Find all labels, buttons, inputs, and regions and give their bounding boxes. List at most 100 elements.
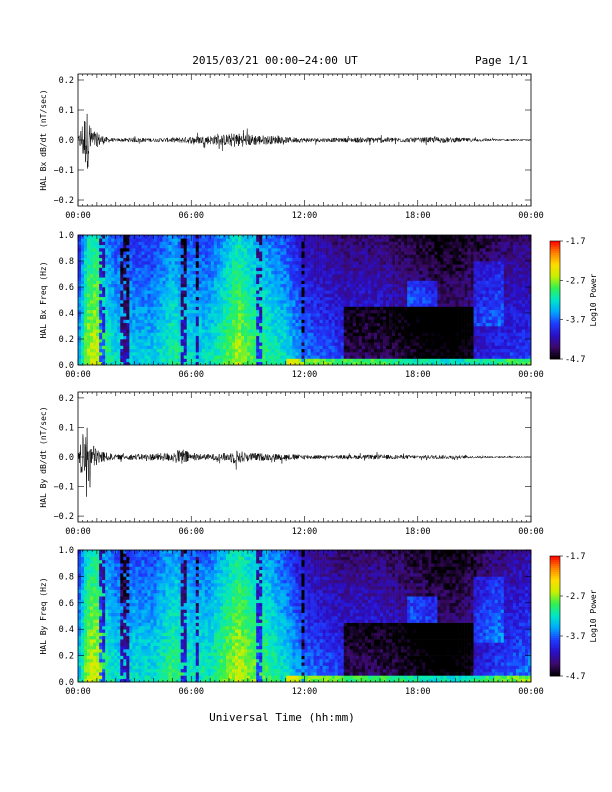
spectrogram-cell — [129, 322, 133, 327]
spectrogram-cell — [419, 241, 423, 246]
spectrogram-cell — [78, 303, 82, 307]
spectrogram-cell — [186, 322, 191, 327]
spectrogram-cell — [207, 296, 212, 301]
spectrogram-cell — [81, 277, 85, 281]
spectrogram-cell — [204, 335, 209, 340]
spectrogram-cell — [313, 277, 317, 281]
spectrogram-cell — [189, 339, 194, 343]
spectrogram-cell — [277, 274, 281, 278]
spectrogram-cell — [241, 293, 245, 298]
spectrogram-cell — [319, 339, 323, 343]
spectrogram-cell — [235, 248, 239, 252]
spectrogram-cell — [156, 339, 160, 343]
spectrogram-cell — [183, 241, 188, 246]
spectrogram-cell — [331, 342, 335, 346]
spectrogram-cell — [204, 270, 209, 275]
spectrogram-cell — [358, 293, 363, 298]
spectrogram-cell — [364, 293, 369, 298]
spectrogram-cell — [147, 300, 151, 304]
spectrogram-cell — [259, 251, 263, 255]
page-number: Page 1/1 — [475, 54, 528, 67]
spectrogram-cell — [232, 335, 236, 340]
spectrogram-cell — [422, 270, 426, 275]
spectrogram-cell — [337, 345, 342, 350]
spectrogram-cell — [262, 326, 266, 330]
spectrogram-cell — [422, 261, 426, 265]
spectrogram-cell — [189, 248, 194, 252]
spectrogram-cell — [192, 345, 197, 350]
spectrogram-cell — [171, 352, 175, 356]
spectrogram-cell — [135, 293, 139, 298]
spectrogram-cell — [404, 303, 408, 307]
spectrogram-cell — [229, 300, 233, 304]
spectrogram-cell — [322, 251, 326, 255]
spectrogram-cell — [343, 316, 348, 320]
spectrogram-cell — [304, 306, 308, 311]
spectrogram-cell — [99, 267, 103, 272]
spectrogram-cell — [322, 254, 326, 259]
spectrogram-cell — [108, 293, 112, 298]
spectrogram-cell — [425, 280, 429, 285]
spectrogram-cell — [425, 238, 429, 242]
spectrogram-cell — [132, 290, 136, 294]
spectrogram-cell — [168, 300, 172, 304]
spectrogram-cell — [361, 316, 366, 320]
spectrogram-cell — [280, 290, 284, 294]
spectrogram-cell — [428, 238, 432, 242]
spectrogram-cell — [352, 235, 357, 239]
spectrogram-cell — [186, 348, 191, 353]
spectrogram-cell — [262, 339, 266, 343]
spectrogram-cell — [370, 257, 375, 262]
spectrogram-cell — [186, 267, 191, 272]
spectrogram-cell — [120, 290, 124, 294]
spectrogram-cell — [259, 361, 263, 366]
spectrogram-cell — [259, 348, 263, 353]
spectrogram-cell — [367, 287, 372, 291]
spectrogram-cell — [373, 348, 378, 353]
spectrogram-cell — [292, 313, 296, 317]
spectrogram-cell — [376, 303, 381, 307]
spectrogram-cell — [117, 309, 121, 314]
spectrogram-cell — [219, 254, 224, 259]
spectrogram-cell — [383, 277, 387, 281]
spectrogram-cell — [108, 332, 112, 337]
spectrogram-cell — [84, 290, 88, 294]
spectrogram-cell — [186, 335, 191, 340]
spectrogram-cell — [410, 319, 414, 324]
spectrogram-cell — [422, 322, 426, 327]
spectrogram-cell — [171, 309, 175, 314]
spectrogram-cell — [247, 358, 251, 363]
spectrogram-cell — [431, 241, 435, 246]
spectrogram-cell — [171, 293, 175, 298]
spectrogram-cell — [156, 283, 160, 288]
spectrogram-cell — [322, 355, 326, 359]
spectrogram-cell — [198, 244, 203, 249]
spectrogram-cell — [398, 270, 402, 275]
spectrogram-cell — [84, 264, 88, 268]
spectrogram-cell — [216, 241, 221, 246]
spectrogram-cell — [386, 267, 390, 272]
spectrogram-cell — [132, 287, 136, 291]
spectrogram-cell — [96, 309, 100, 314]
spectrogram-cell — [361, 342, 366, 346]
spectrogram-cell — [386, 355, 390, 359]
spectrogram-cell — [386, 300, 390, 304]
spectrogram-cell — [346, 293, 351, 298]
spectrogram-cell — [150, 296, 154, 301]
spectrogram-cell — [349, 329, 354, 333]
spectrogram-cell — [207, 235, 212, 239]
spectrogram-cell — [416, 280, 420, 285]
spectrogram-cell — [225, 332, 230, 337]
spectrogram-cell — [138, 235, 142, 239]
spectrogram-cell — [428, 235, 432, 239]
spectrogram-cell — [165, 300, 169, 304]
spectrogram-cell — [168, 326, 172, 330]
spectrogram-cell — [343, 287, 348, 291]
spectrogram-cell — [210, 355, 215, 359]
spectrogram-cell — [180, 326, 184, 330]
spectrogram-cell — [322, 339, 326, 343]
spectrogram-cell — [343, 296, 348, 301]
spectrogram-cell — [328, 280, 332, 285]
spectrogram-cell — [165, 322, 169, 327]
spectrogram-cell — [93, 274, 97, 278]
